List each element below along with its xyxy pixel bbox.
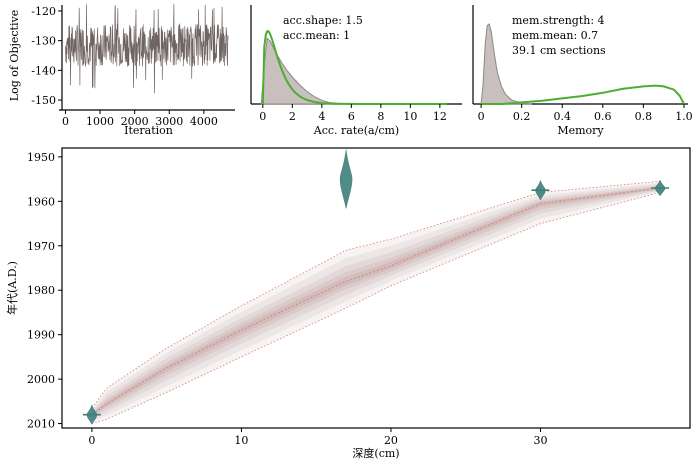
accumulation-rate-panel: 0 2 4 6 8 10 12 Acc. rate(a/cm) acc.shape: 1.5 ac… xyxy=(250,5,462,137)
x-axis-label: 深度(cm) xyxy=(352,446,399,460)
x-tick-label: 10 xyxy=(234,434,248,447)
annotation: mem.strength: 4 xyxy=(512,14,605,27)
x-tick-label: 8 xyxy=(377,110,384,123)
age-depth-panel: 1950 1960 1970 1980 1990 2000 2010 0 10 20 30 深度(cm… xyxy=(5,147,691,460)
age-model-band xyxy=(91,181,661,424)
x-tick-label: 0 xyxy=(478,110,485,123)
x-tick-label: 30 xyxy=(533,434,547,447)
trace-line xyxy=(65,3,229,94)
x-tick-label: 6 xyxy=(348,110,355,123)
x-tick-label: 0 xyxy=(259,110,266,123)
memory-panel: 0 0.2 0.4 0.6 0.8 1.0 Memory mem.strength: 4 mem… xyxy=(472,5,693,137)
annotation: mem.mean: 0.7 xyxy=(512,29,598,42)
y-axis-label: Log of Objective xyxy=(8,10,21,101)
x-axis-label: Acc. rate(a/cm) xyxy=(313,124,399,137)
x-tick-label: 3000 xyxy=(155,115,183,128)
x-tick-label: 0 xyxy=(88,434,95,447)
plot-frame xyxy=(61,147,691,429)
x-tick-label: 4000 xyxy=(190,115,218,128)
lower-95-line xyxy=(91,192,661,424)
x-tick-label: 0.6 xyxy=(594,110,612,123)
x-tick-label: 0.2 xyxy=(513,110,531,123)
objective-trace-panel: -120 -130 -140 -150 0 1000 2000 3000 4000 Iterati… xyxy=(8,3,235,137)
y-tick-label: -140 xyxy=(31,64,56,77)
annotation: acc.mean: 1 xyxy=(283,29,350,42)
y-tick-label: 1970 xyxy=(27,240,55,253)
mean-age-line xyxy=(91,187,661,416)
upper-95-line xyxy=(91,180,661,409)
y-tick-label: -120 xyxy=(31,5,56,18)
y-tick-label: 1950 xyxy=(27,151,55,164)
x-axis-label: Memory xyxy=(557,124,604,137)
y-axis-label: 年代(A.D.) xyxy=(5,261,19,315)
x-tick-label: 12 xyxy=(433,110,447,123)
y-tick-label: -150 xyxy=(31,94,56,107)
y-tick-label: 1980 xyxy=(27,284,55,297)
x-axis-label: Iteration xyxy=(124,124,173,137)
y-tick-label: 1960 xyxy=(27,195,55,208)
x-tick-label: 0 xyxy=(62,115,69,128)
x-tick-label: 10 xyxy=(403,110,417,123)
x-tick-label: 1000 xyxy=(86,115,114,128)
x-tick-label: 20 xyxy=(384,434,398,447)
y-tick-label: 2000 xyxy=(27,373,55,386)
x-tick-label: 0.8 xyxy=(635,110,653,123)
x-tick-label: 4 xyxy=(318,110,325,123)
y-tick-label: 1990 xyxy=(27,329,55,342)
y-tick-label: 2010 xyxy=(27,418,55,431)
prior-curve xyxy=(481,84,685,105)
x-tick-label: 2 xyxy=(289,110,296,123)
annotation: acc.shape: 1.5 xyxy=(283,14,363,27)
x-tick-label: 0.4 xyxy=(553,110,571,123)
y-tick-label: -130 xyxy=(31,35,56,48)
annotation: 39.1 cm sections xyxy=(512,44,606,57)
x-tick-label: 1.0 xyxy=(675,110,693,123)
date-distribution xyxy=(339,149,353,209)
prior-curve xyxy=(261,29,448,105)
x-tick-label: 2000 xyxy=(121,115,149,128)
